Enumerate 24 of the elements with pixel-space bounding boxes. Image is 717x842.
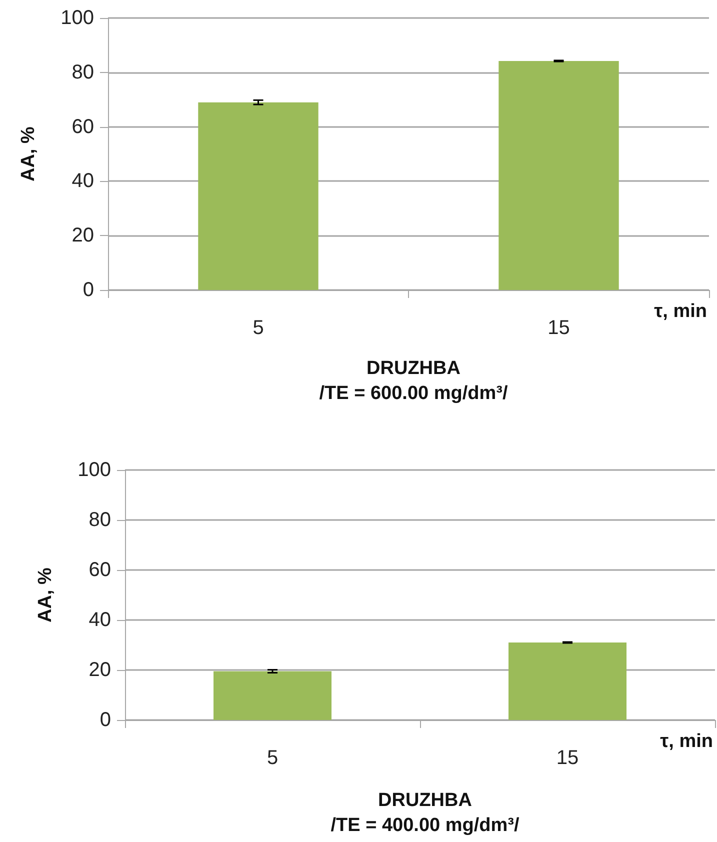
y-axis-title: AA, % [35,567,56,622]
x-tick-label: 15 [556,747,579,769]
x-tick-label: 5 [252,317,264,339]
text: DRUZHBA [378,790,472,811]
y-axis-title: AA, % [18,126,39,182]
y-tick-label: 100 [60,7,94,29]
text: DRUZHBA [366,358,461,379]
x-axis-title: τ, min [660,731,713,752]
y-tick-label: 80 [88,509,111,531]
x-axis-title: τ, min [654,301,707,322]
y-tick-label: 40 [72,170,94,192]
x-tick-label: 15 [548,317,570,339]
y-tick-label: 0 [100,709,111,731]
text: /TE = 400.00 mg/dm³/ [330,815,520,836]
y-tick-label: 40 [88,609,111,631]
y-tick-label: 80 [72,61,94,84]
text: /TE = 600.00 mg/dm³/ [319,383,508,404]
y-tick-label: 100 [78,459,111,481]
y-tick-label: 60 [72,116,94,138]
y-tick-label: 20 [88,659,111,681]
y-tick-label: 60 [88,559,111,581]
y-tick-label: 0 [82,279,94,301]
y-tick-label: 20 [72,224,94,247]
x-tick-label: 5 [266,747,278,769]
